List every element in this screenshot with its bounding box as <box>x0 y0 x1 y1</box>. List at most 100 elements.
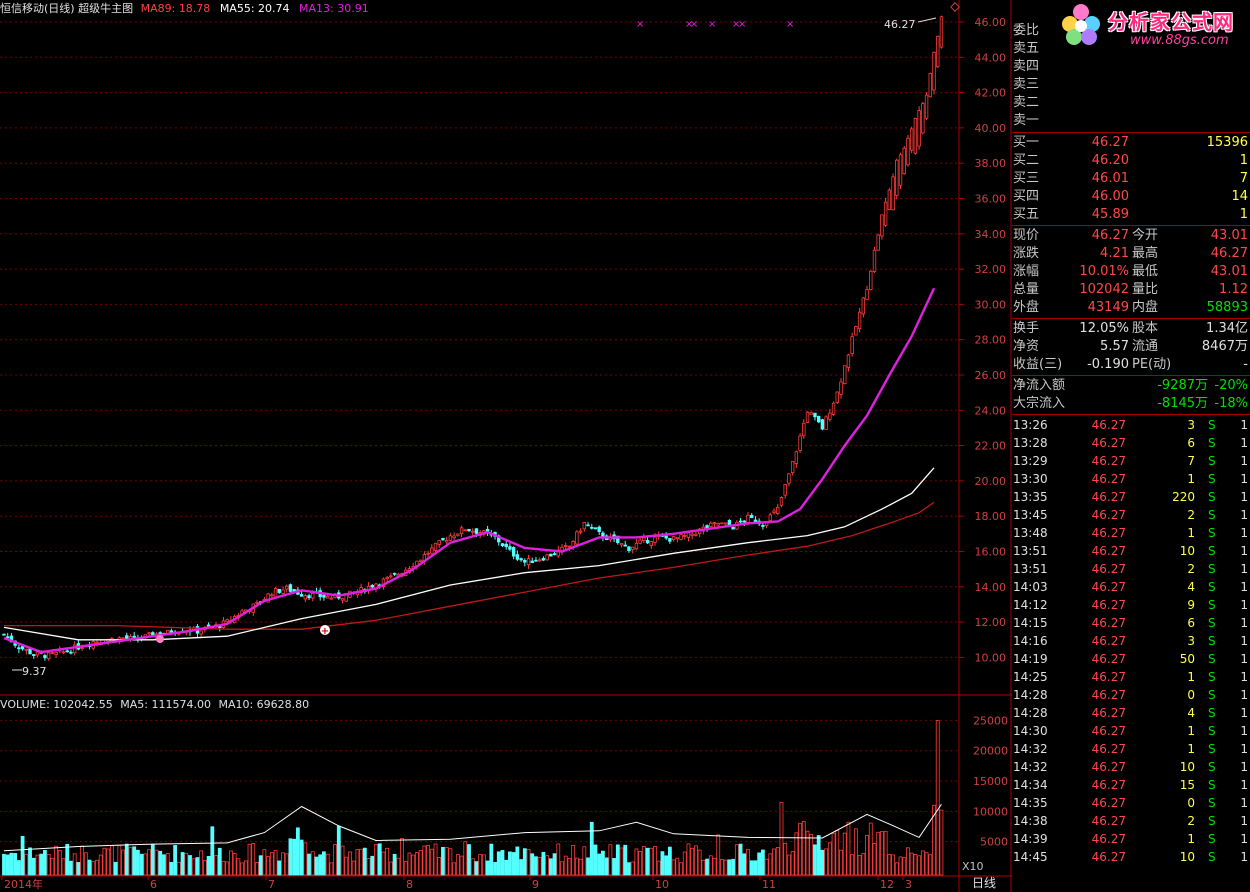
volume-bar <box>109 845 114 876</box>
volume-bar <box>117 844 122 876</box>
quote-row: 外盘 43149 内盘 58893 <box>1012 299 1248 317</box>
volume-bar <box>731 858 736 876</box>
candle-body <box>500 543 505 547</box>
volume-bar <box>333 844 337 876</box>
tick-price: 46.27 <box>1091 544 1126 558</box>
candle-body <box>340 598 345 601</box>
volume-bar <box>269 852 274 876</box>
candle-body <box>783 484 787 496</box>
volume-bar <box>641 846 646 876</box>
candle-body <box>147 632 151 635</box>
volume-bar <box>13 853 18 876</box>
volume-bar <box>541 851 546 876</box>
price-tick-label: 14.00 <box>975 581 1007 594</box>
volume-bar <box>790 851 795 876</box>
cross-signal-icon <box>156 635 164 643</box>
volume-bar <box>426 844 430 876</box>
volume-bar <box>98 854 103 876</box>
volume-bar <box>798 822 802 876</box>
candle-body <box>720 522 724 525</box>
volume-bar <box>407 852 412 876</box>
volume-bar <box>452 862 457 876</box>
volume-bar <box>113 861 118 876</box>
volume-bar <box>939 809 944 876</box>
volume-bar <box>362 847 367 876</box>
fundamental-row: 换手 12.05% 股本 1.34亿 <box>1012 320 1248 338</box>
tick-side: S <box>1208 580 1216 594</box>
candle-body <box>809 412 813 415</box>
tick-count: 1 <box>1240 796 1248 810</box>
tick-row: 13:28 46.27 6 S 1 <box>1012 434 1248 452</box>
candle-body <box>65 650 69 653</box>
candle-body <box>307 595 311 599</box>
date-tick-label: 9 <box>532 878 539 891</box>
price-tick-label: 18.00 <box>975 510 1007 523</box>
sell-level-label: 卖一 <box>1013 113 1040 128</box>
tick-time: 13:29 <box>1013 454 1048 468</box>
candle-body <box>273 588 278 598</box>
volume-bar <box>121 849 125 876</box>
volume-bar <box>106 848 111 876</box>
price-tick-label: 10.00 <box>975 651 1007 664</box>
volume-bar <box>173 845 178 876</box>
tick-volume: 220 <box>1172 490 1195 504</box>
volume-bar <box>433 843 438 876</box>
volume-bar <box>455 854 460 876</box>
fundamental-row: 收益(三) -0.190 PE(动) - <box>1012 356 1248 374</box>
volume-bar <box>537 857 542 876</box>
candle-body <box>850 336 854 355</box>
high-arrow <box>917 17 937 23</box>
candle-body <box>567 545 572 548</box>
tick-time: 14:16 <box>1013 634 1048 648</box>
candle-body <box>448 535 453 541</box>
volume-bar <box>295 827 300 876</box>
tick-price: 46.27 <box>1091 454 1126 468</box>
tick-count: 1 <box>1240 814 1248 828</box>
price-tick-label: 44.00 <box>975 51 1007 64</box>
candle-body <box>742 520 746 523</box>
candle-body <box>642 537 646 541</box>
tick-side: S <box>1208 490 1216 504</box>
volume-bar <box>556 843 561 876</box>
tick-count: 1 <box>1240 544 1248 558</box>
tick-price: 46.27 <box>1091 490 1126 504</box>
fundamental-label: 收益(三) <box>1013 357 1063 372</box>
volume-bar <box>35 854 40 876</box>
volume-bar <box>894 862 899 876</box>
volume-bar <box>314 856 319 876</box>
volume-bar <box>199 850 204 876</box>
signal-cross: × <box>690 19 698 30</box>
tick-row: 14:35 46.27 0 S 1 <box>1012 794 1248 812</box>
candle-body <box>582 521 587 530</box>
volume-bar <box>61 858 66 876</box>
candle-body <box>2 633 6 636</box>
tick-volume: 10 <box>1179 760 1195 774</box>
volume-bar <box>299 839 304 876</box>
volume-bar <box>169 861 174 876</box>
logo-title: 分析家公式网 <box>1108 10 1234 34</box>
volume-bar <box>437 857 442 876</box>
volume-bar <box>615 844 620 876</box>
price-tick-label: 12.00 <box>975 616 1007 629</box>
candle-body <box>50 652 55 655</box>
volume-bar <box>370 855 375 876</box>
candle-body <box>820 419 825 430</box>
candle-body <box>418 559 423 562</box>
volume-bar <box>24 853 29 876</box>
volume-bar <box>359 848 364 876</box>
tick-volume: 1 <box>1187 832 1195 846</box>
volume-bar <box>191 858 196 876</box>
tick-count: 1 <box>1240 670 1248 684</box>
volume-bar <box>16 860 21 876</box>
volume-bar <box>753 860 758 876</box>
tick-side: S <box>1208 616 1216 630</box>
quote-row: 涨跌 4.21 最高 46.27 <box>1012 245 1248 263</box>
volume-bar <box>686 843 691 876</box>
buy-level-price: 46.20 <box>1091 153 1129 168</box>
tick-time: 13:28 <box>1013 436 1048 450</box>
volume-bar <box>928 854 933 876</box>
volume-bar <box>835 830 840 876</box>
volume-bar <box>530 853 535 876</box>
signal-cross: × <box>636 19 644 30</box>
volume-bar <box>87 859 92 876</box>
